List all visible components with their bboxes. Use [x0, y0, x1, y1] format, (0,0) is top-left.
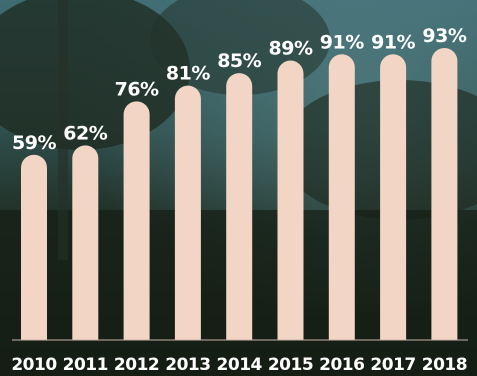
bar-2015: [277, 60, 304, 340]
x-tick-label-2013: 2013: [165, 355, 210, 375]
bar-2012: [123, 101, 150, 340]
x-tick-label-2010: 2010: [11, 355, 57, 375]
x-tick-label-2012: 2012: [114, 355, 159, 375]
value-label-2014: 85%: [217, 50, 261, 72]
x-tick-label-2015: 2015: [268, 355, 313, 375]
bar-2010: [21, 154, 47, 340]
bar-2017: [380, 54, 407, 340]
value-label-2018: 93%: [422, 25, 466, 47]
x-tick-label-2011: 2011: [63, 355, 108, 375]
bar-2016: [328, 54, 355, 340]
value-label-2017: 91%: [371, 31, 415, 53]
x-tick-label-2017: 2017: [370, 355, 415, 375]
bars-group: [21, 48, 458, 340]
value-label-2011: 62%: [63, 122, 107, 144]
value-labels-group: 59% 62% 76% 81% 85% 89% 91% 91% 93%: [12, 25, 467, 154]
value-label-2016: 91%: [320, 31, 364, 53]
value-label-2010: 59%: [12, 132, 56, 154]
x-tick-label-2018: 2018: [422, 355, 467, 375]
bar-2013: [174, 85, 201, 340]
bar-2011: [72, 145, 99, 340]
bar-2014: [226, 73, 253, 340]
value-label-2015: 89%: [269, 38, 313, 60]
x-tick-label-2016: 2016: [319, 355, 364, 375]
x-tick-label-2014: 2014: [217, 355, 263, 375]
bar-2018: [431, 48, 458, 340]
x-axis-labels-group: 2010 2011 2012 2013 2014 2015 2016 2017 2018: [11, 355, 467, 375]
value-label-2013: 81%: [166, 63, 210, 85]
value-label-2012: 76%: [115, 78, 159, 100]
